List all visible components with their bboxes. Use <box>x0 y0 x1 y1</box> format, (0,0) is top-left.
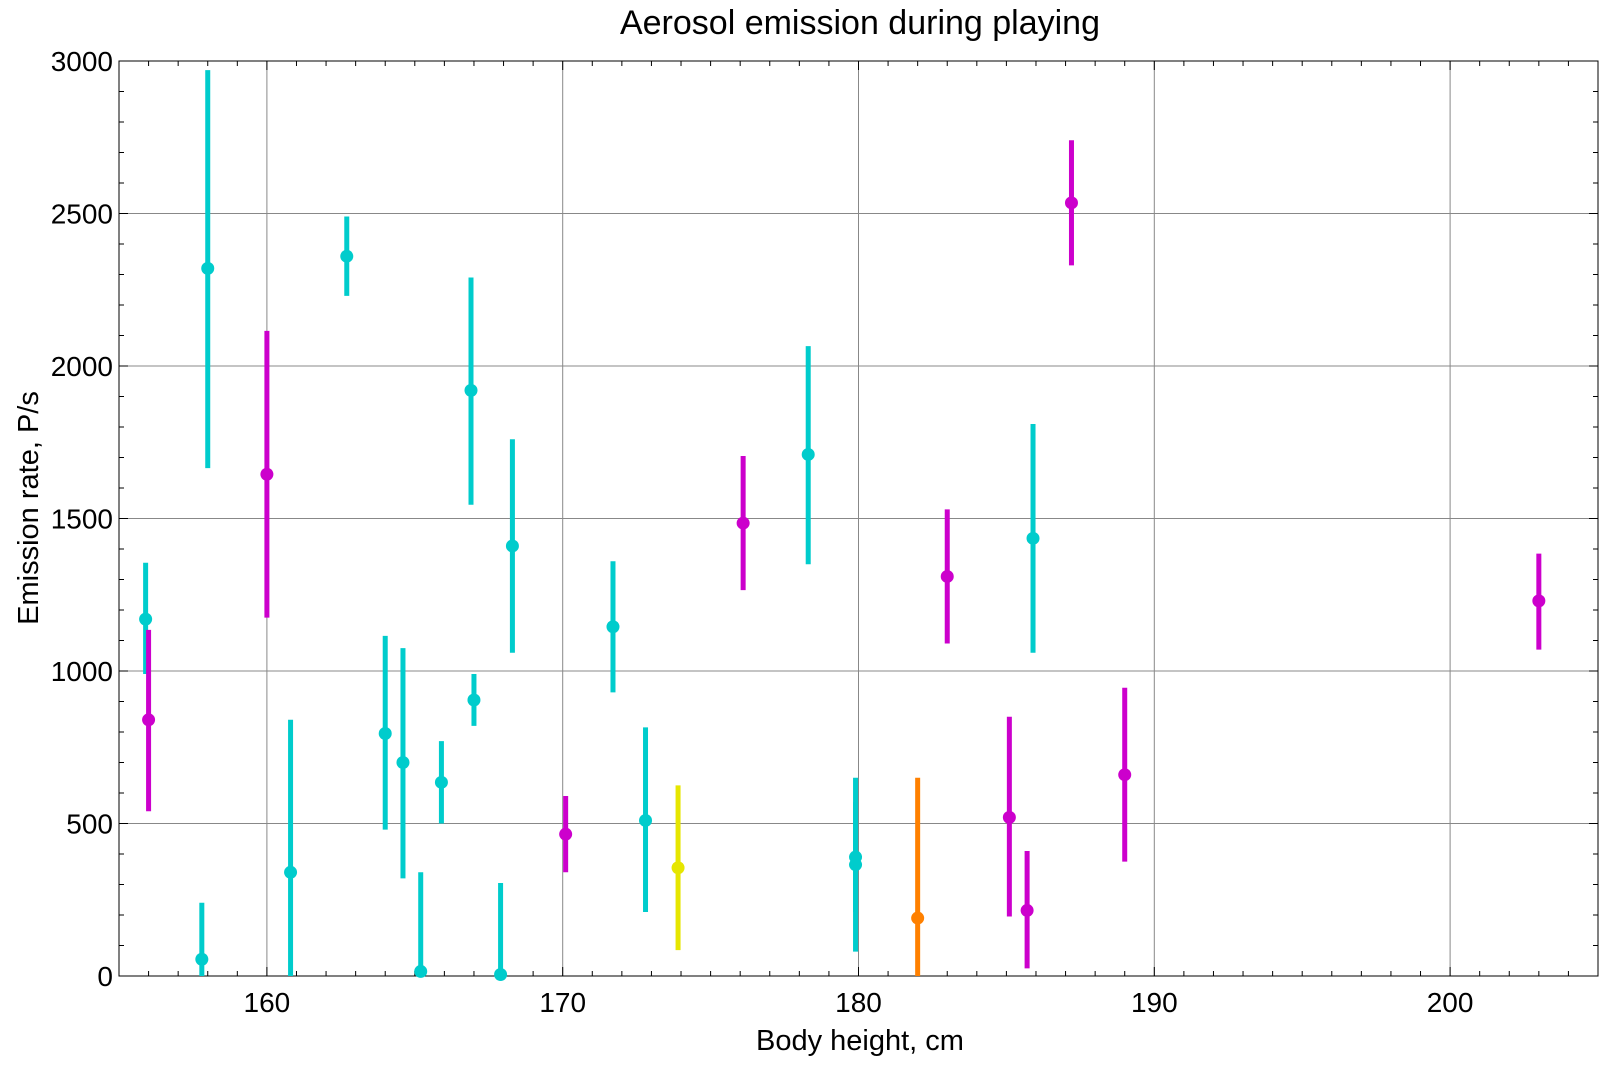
data-point <box>1532 594 1546 608</box>
data-point <box>940 569 954 583</box>
data-point <box>849 858 863 872</box>
data-layer <box>139 70 1546 981</box>
data-point <box>396 756 410 769</box>
data-point <box>195 952 209 966</box>
data-point <box>671 861 685 875</box>
y-tick-label: 2000 <box>51 351 113 382</box>
data-point <box>142 713 156 727</box>
data-point <box>1064 196 1078 210</box>
data-point <box>201 261 215 275</box>
data-point <box>505 539 519 553</box>
data-point <box>1020 903 1034 917</box>
y-tick-label: 0 <box>97 961 113 992</box>
data-point <box>639 813 653 827</box>
y-tick-label: 2500 <box>51 199 113 230</box>
data-point <box>911 911 925 925</box>
data-point <box>606 620 620 634</box>
x-axis-label: Body height, cm <box>756 1025 964 1057</box>
data-point <box>1118 768 1132 782</box>
data-point <box>434 775 448 789</box>
data-point <box>340 249 354 263</box>
y-axis-label: Emission rate, P/s <box>13 391 45 625</box>
y-tick-label: 500 <box>66 809 113 840</box>
data-point <box>467 693 481 707</box>
x-tick-label: 190 <box>1131 987 1178 1018</box>
data-point <box>260 467 274 481</box>
data-point <box>464 383 478 397</box>
y-tick-label: 1000 <box>51 656 113 687</box>
data-point <box>801 447 815 461</box>
x-tick-label: 160 <box>244 987 291 1018</box>
data-point <box>494 967 508 981</box>
y-tick-label: 1500 <box>51 504 113 535</box>
data-point <box>284 865 298 879</box>
data-point <box>139 612 153 626</box>
x-tick-label: 170 <box>539 987 586 1018</box>
chart-title: Aerosol emission during playing <box>620 4 1100 42</box>
plot-frame <box>118 60 1599 977</box>
data-point <box>1026 531 1040 545</box>
data-point <box>1002 810 1016 824</box>
x-tick-label: 200 <box>1427 987 1474 1018</box>
data-point <box>736 516 750 530</box>
data-point <box>414 964 428 978</box>
data-point <box>559 827 573 841</box>
y-tick-label: 3000 <box>51 46 113 77</box>
data-point <box>378 727 392 741</box>
x-tick-label: 180 <box>835 987 882 1018</box>
